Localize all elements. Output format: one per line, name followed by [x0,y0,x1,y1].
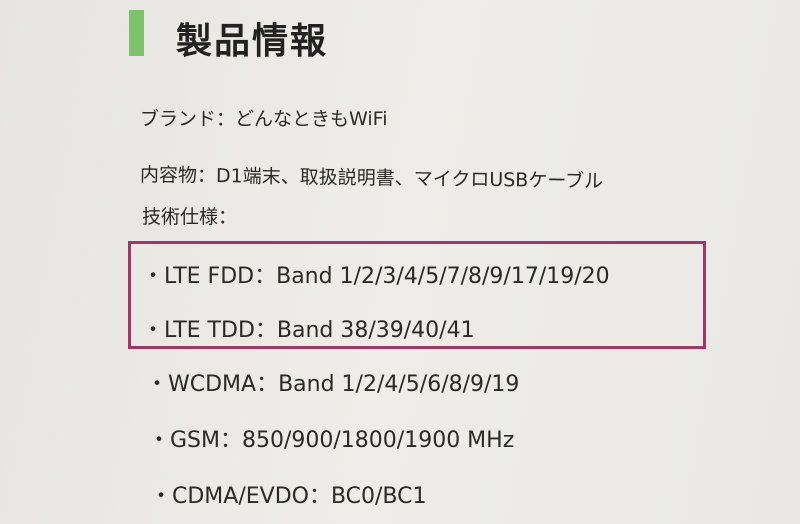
spec-lte-tdd: ・LTE TDD：Band 38/39/40/41 [142,318,475,343]
spec-lte-fdd: ・LTE FDD：Band 1/2/3/4/5/7/8/9/17/19/20 [142,264,610,289]
spec-wcdma: ・WCDMA：Band 1/2/4/5/6/8/9/19 [146,372,520,397]
spec-heading: 技術仕様： [142,206,238,228]
brand-line: ブランド：どんなときもWiFi [140,108,388,130]
contents-line: 内容物：D1端末、取扱説明書、マイクロUSBケーブル [139,164,604,193]
spec-cdma-evdo: ・CDMA/EVDO：BC0/BC1 [150,484,427,509]
section-accent-bar [129,10,144,56]
section-title: 製品情報 [176,21,329,62]
spec-gsm: ・GSM：850/900/1800/1900 MHz [148,428,515,453]
highlight-box [128,241,706,349]
